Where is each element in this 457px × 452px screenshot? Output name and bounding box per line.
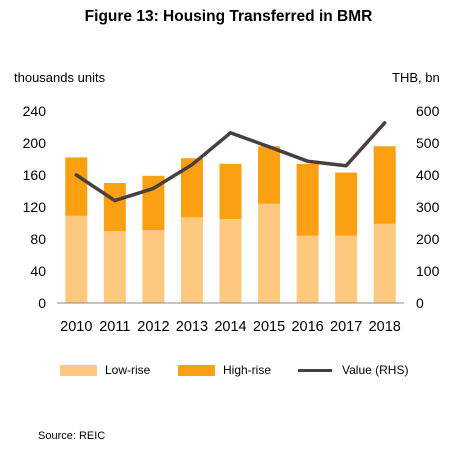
y-left-tick-label: 200: [23, 135, 47, 151]
legend-label-high-rise: High-rise: [223, 363, 272, 377]
x-tick-label-2014: 2014: [214, 319, 246, 335]
bar-high-rise-2018: [373, 146, 396, 224]
y-right-tick-label: 400: [416, 167, 440, 183]
y-right-tick-label: 600: [416, 103, 440, 119]
bar-high-rise-2017: [335, 172, 358, 236]
legend-label-value: Value (RHS): [342, 363, 409, 377]
legend-swatch-high-rise: [178, 364, 215, 376]
bar-low-rise-2012: [142, 230, 165, 303]
y-left-tick-label: 160: [23, 167, 47, 183]
y-right-tick-label: 500: [416, 135, 440, 151]
bar-low-rise-2018: [373, 223, 396, 303]
x-tick-label-2017: 2017: [330, 319, 362, 335]
legend-item-high-rise: High-rise: [178, 360, 271, 380]
y-right-tick-label: 200: [416, 231, 440, 247]
bar-high-rise-2011: [103, 183, 126, 231]
chart-plot: 0 40 80 120 160 200 240 0 100 200 300 400 500 600 2010…: [23, 103, 440, 335]
y-left-tick-label: 120: [23, 199, 47, 215]
x-tick-label-2012: 2012: [137, 319, 169, 335]
bar-high-rise-2015: [258, 146, 281, 204]
legend-item-value: Value (RHS): [298, 360, 408, 380]
bar-low-rise-2017: [335, 235, 358, 303]
chart-title: Figure 13: Housing Transferred in BMR: [84, 8, 373, 25]
bar-high-rise-2010: [65, 157, 88, 216]
x-tick-label-2010: 2010: [60, 319, 92, 335]
y-right-tick-label: 300: [416, 199, 440, 215]
y-left-tick-label: 0: [38, 295, 46, 311]
y-left-tick-label: 240: [23, 103, 47, 119]
legend-swatch-low-rise: [60, 364, 97, 376]
x-tick-label-2013: 2013: [176, 319, 208, 335]
x-tick-label-2016: 2016: [291, 319, 323, 335]
source-note: Source: REIC: [38, 430, 106, 442]
bar-low-rise-2015: [258, 203, 281, 303]
left-axis-label: thousands units: [14, 70, 106, 85]
x-tick-label-2018: 2018: [369, 319, 401, 335]
right-axis-label: THB, bn: [392, 70, 440, 85]
bar-low-rise-2016: [296, 235, 319, 303]
x-tick-label-2011: 2011: [99, 319, 130, 335]
legend-label-low-rise: Low-rise: [105, 363, 151, 377]
legend-swatch-value: [298, 368, 332, 372]
bar-low-rise-2011: [103, 231, 126, 303]
legend: Low-rise High-rise Value (RHS): [0, 360, 457, 380]
y-left-tick-label: 40: [30, 263, 46, 279]
y-right-tick-label: 100: [416, 263, 440, 279]
legend-item-low-rise: Low-rise: [60, 360, 150, 380]
bar-low-rise-2013: [180, 217, 203, 303]
bar-high-rise-2013: [180, 158, 203, 218]
x-tick-label-2015: 2015: [253, 319, 285, 335]
y-left-tick-label: 80: [30, 231, 46, 247]
bar-high-rise-2016: [296, 163, 319, 236]
bar-high-rise-2014: [219, 163, 242, 219]
y-right-tick-label: 0: [416, 295, 424, 311]
bar-low-rise-2014: [219, 219, 242, 303]
bar-low-rise-2010: [65, 215, 88, 303]
